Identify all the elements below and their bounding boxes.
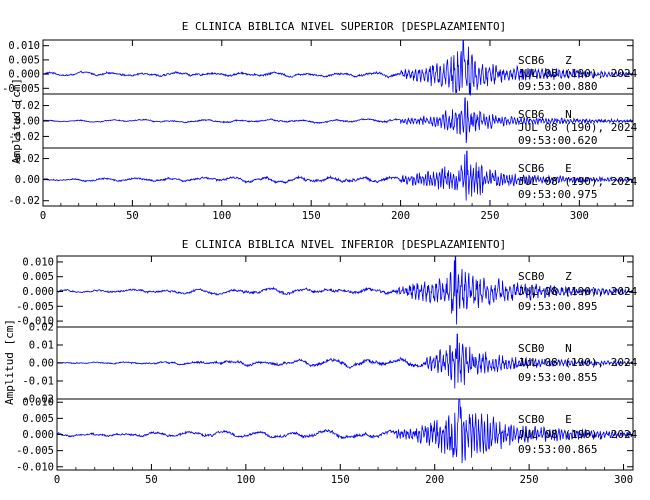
y-tick-label: 0.000 [22,429,54,441]
station-code: SCB0 [518,270,545,283]
y-tick-label: -0.01 [22,376,54,388]
trace-date: JUL 08 (190), 2024 [518,356,638,369]
y-tick-label: -0.02 [22,394,54,406]
upper-plot-frame [42,39,634,207]
component-code: E [565,413,572,426]
component-code: Z [565,270,572,283]
seismogram-trace-scb6-n [42,97,634,144]
y-tick-label: 0.02 [29,322,54,334]
trace-panel-scb0-z: 0.010 0.005 0.000 -0.005 -0.010 SCB0 Z JUL 0… [16,255,638,328]
trace-date: JUL 08 (190), 2024 [518,67,638,80]
y-ticks-scb6-e: 0.02 0.00 -0.02 [8,153,633,207]
x-tick-label: 150 [331,474,350,486]
station-component-label: SCB6 Z [518,54,572,67]
seismogram-trace-scb0-e [56,398,634,464]
y-tick-label: -0.010 [16,461,54,473]
y-ticks-scb6-n: 0.02 0.00 -0.02 [8,100,633,143]
y-tick-label: 0.010 [22,256,54,268]
y-tick-label: 0.005 [22,413,54,425]
y-tick-label: 0.00 [29,358,54,370]
y-tick-label: -0.005 [16,445,54,457]
x-tick-label: 100 [212,210,231,222]
lower-panel-title: E CLINICA BIBLICA NIVEL INFERIOR [DESPLA… [182,238,507,251]
trace-panel-scb0-n: 0.02 0.01 0.00 -0.01 -0.02 SCB0 N JUL 08 (19… [22,322,637,406]
station-component-label: SCB0 N [518,342,572,355]
station-code: SCB6 [518,162,545,175]
y-tick-label: -0.02 [8,195,40,207]
trace-start-time: 09:53:00.620 [518,134,597,147]
upper-x-axis-ticks: 0 50 100 150 200 250 300 [40,40,634,222]
trace-date: JUL 08 (190), 2024 [518,121,638,134]
component-code: E [565,162,572,175]
seismogram-trace-scb0-z [56,255,634,325]
lower-x-axis-ticks: 0 50 100 150 200 250 300 [54,256,633,486]
component-code: N [565,342,572,355]
x-tick-label: 0 [54,474,60,486]
y-tick-label: 0.005 [22,271,54,283]
trace-panel-scb6-e: 0.020.00-0.02 SCB6 E JUL 08 (190), 2024 … [8,150,638,207]
y-ticks-scb0-n: 0.02 0.01 0.00 -0.01 -0.02 [22,322,633,406]
x-tick-label: 50 [145,474,158,486]
component-code: Z [565,54,572,67]
upper-panel-title: E CLINICA BIBLICA NIVEL SUPERIOR [DESPLA… [182,20,507,33]
seismogram-trace-scb0-n [56,333,634,389]
y-tick-label: 0.010 [22,397,54,409]
station-component-label: SCB6 N [518,108,572,121]
y-tick-label: -0.02 [8,131,40,143]
station-component-label: SCB6 E [518,162,572,175]
y-ticks-scb0-e: 0.010 0.005 0.000 -0.005 -0.010 [16,397,633,473]
station-component-label: SCB0 E [518,413,572,426]
station-code: SCB6 [518,108,545,121]
upper-panel-group: E CLINICA BIBLICA NIVEL SUPERIOR [DESPLA… [2,20,638,222]
y-tick-label: 0.00 [15,116,40,128]
trace-start-time: 09:53:00.865 [518,443,597,456]
trace-date: JUL 08 (190), 2024 [518,285,638,298]
lower-panel-group: E CLINICA BIBLICA NIVEL INFERIOR [DESPLA… [3,238,638,486]
seismogram-trace-scb6-e [42,150,634,201]
station-component-label: SCB0 Z [518,270,572,283]
trace-date: JUL 08 (190), 2024 [518,175,638,188]
x-tick-label: 300 [570,210,589,222]
y-tick-label: 0.000 [22,286,54,298]
y-tick-label: -0.010 [16,316,54,328]
x-tick-label: 50 [126,210,139,222]
trace-start-time: 09:53:00.880 [518,80,597,93]
y-ticks-scb0-z: 0.010 0.005 0.000 -0.005 -0.010 [16,256,633,328]
station-code: SCB0 [518,413,545,426]
trace-panel-scb0-e: 0.010 0.005 0.000 -0.005 -0.010 SCB0 E JUL 0… [16,397,638,474]
x-tick-label: 250 [480,210,499,222]
x-tick-label: 150 [302,210,321,222]
y-tick-label: 0.01 [29,340,54,352]
seismogram-trace-scb6-z [42,39,634,96]
x-tick-label: 200 [391,210,410,222]
trace-start-time: 09:53:00.895 [518,300,597,313]
station-code: SCB6 [518,54,545,67]
y-tick-label: -0.005 [16,301,54,313]
trace-panel-scb6-z: 0.010 0.005 0.000 -0.005 SCB6 Z JUL 08 (190… [2,39,638,96]
trace-start-time: 09:53:00.855 [518,371,597,384]
y-tick-label: 0.00 [15,174,40,186]
y-tick-label: -0.005 [2,83,40,95]
x-tick-label: 300 [614,474,633,486]
trace-date: JUL 08 (190), 2024 [518,428,638,441]
trace-start-time: 09:53:00.975 [518,188,597,201]
y-tick-label: 0.02 [15,153,40,165]
upper-y-axis-label: Amplitud [cm] [10,78,23,164]
trace-panel-scb6-n: 0.020.00-0.02 SCB6 N JUL 08 (190), 2024 … [8,97,638,147]
x-tick-label: 0 [40,210,46,222]
y-tick-label: 0.000 [8,69,40,81]
x-tick-label: 250 [520,474,539,486]
component-code: N [565,108,572,121]
y-tick-label: 0.005 [8,54,40,66]
station-code: SCB0 [518,342,545,355]
x-tick-label: 100 [236,474,255,486]
y-ticks-scb6-z: 0.010 0.005 0.000 -0.005 [2,40,633,95]
y-tick-label: 0.02 [15,100,40,112]
y-tick-label: 0.010 [8,40,40,52]
x-tick-label: 200 [425,474,444,486]
lower-y-axis-label: Amplitud [cm] [3,319,16,405]
